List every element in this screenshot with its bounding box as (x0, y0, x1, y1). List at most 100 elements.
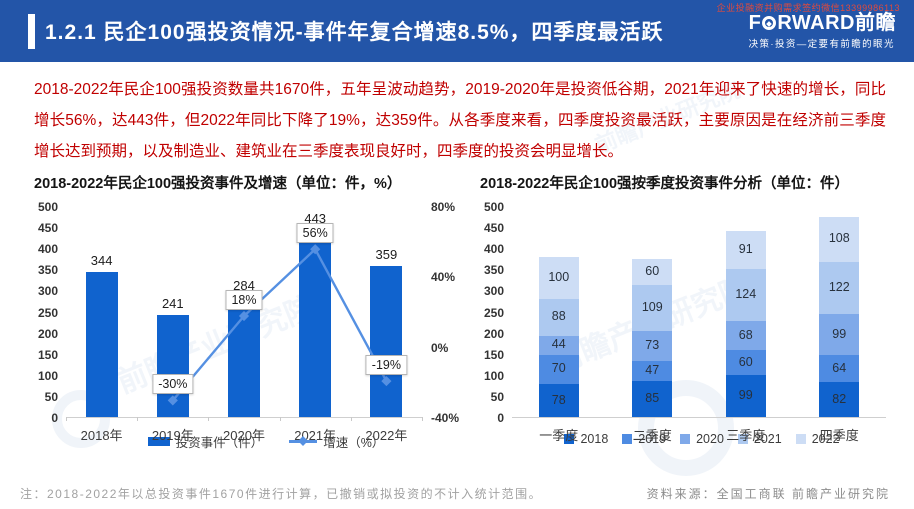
growth-value-label: 18% (225, 290, 263, 311)
segment-value-label: 99 (832, 326, 847, 341)
segment-2020-四季度: 99 (819, 313, 860, 356)
chart-legend: 投资事件（件） 增速（%） (66, 432, 466, 451)
segment-2021-二季度: 109 (632, 284, 673, 331)
segment-value-label: 100 (548, 269, 570, 284)
bar-line-plot: 500 450 400 350 300 250 200 150 100 50 0 80% 40% 0% -4… (34, 200, 466, 451)
growth-value-label: -19% (365, 355, 407, 376)
stacked-bar-plot: 500 450 400 350 300 250 200 150 100 50 0 78 70 44 88 10… (480, 200, 892, 446)
secondary-axis-tick: 0% (431, 340, 449, 355)
chart-investment-events-and-growth: 2018-2022年民企100强投资事件及增速（单位：件，%） 500 450 40… (34, 172, 466, 451)
legend-label: 2021 (753, 432, 782, 446)
legend-item-2019: 2019 (622, 432, 666, 446)
segment-value-label: 70 (551, 361, 566, 376)
segment-value-label: 44 (551, 337, 566, 352)
segment-value-label: 78 (551, 392, 566, 407)
y-axis-tick: 150 (37, 347, 58, 362)
footnote: 注：2018-2022年以总投资事件1670件进行计算，已撤销或拟投资的不计入统… (20, 487, 543, 501)
x-axis-label: 2018年 (80, 428, 123, 443)
legend-label: 2018 (580, 432, 609, 446)
y-axis-tick: 0 (51, 411, 58, 425)
segment-2018-三季度: 99 (725, 375, 766, 417)
segment-2022-三季度: 91 (725, 230, 766, 269)
axis-tick-mark (350, 417, 352, 421)
segment-value-label: 47 (645, 363, 660, 378)
header-contact-watermark: 企业投融资并购需求签约微信13399986113 (716, 3, 900, 13)
segment-2021-一季度: 88 (538, 298, 579, 336)
y-axis-tick: 150 (483, 347, 504, 362)
segment-value-label: 64 (832, 360, 847, 375)
chart-title: 2018-2022年民企100强投资事件及增速（单位：件，%） (34, 176, 402, 192)
segment-value-label: 73 (645, 337, 660, 352)
y-axis-tick: 400 (37, 242, 58, 257)
y-axis-tick: 500 (37, 200, 58, 214)
legend-item-line-series: 增速（%） (289, 432, 384, 451)
secondary-axis-tick: 40% (431, 270, 456, 285)
secondary-axis-tick: 80% (431, 200, 456, 214)
plot-area: 500 450 400 350 300 250 200 150 100 50 0 78 70 44 88 10… (484, 200, 886, 443)
segment-value-label: 88 (551, 309, 566, 324)
segment-value-label: 91 (738, 241, 753, 256)
y-axis-tick: 300 (37, 284, 58, 299)
bar-swatch (147, 437, 170, 446)
page-title: 1.2.1 民企100强投资情况-事件年复合增速8.5%，四季度最活跃 (45, 21, 664, 44)
brand-logo-wordmark: F RWARD前瞻 (749, 13, 896, 33)
segment-value-label: 60 (645, 263, 660, 278)
segment-2021-四季度: 122 (819, 262, 860, 314)
series-swatch (680, 434, 691, 444)
y-axis-tick: 200 (483, 326, 504, 341)
growth-value-label: -30% (152, 374, 194, 395)
segment-value-label: 99 (738, 388, 753, 403)
y-axis-tick: 350 (37, 263, 58, 278)
legend-item-2020: 2020 (680, 432, 724, 446)
segment-value-label: 60 (738, 354, 753, 369)
line-swatch (289, 436, 318, 447)
bar-value-label: 241 (161, 296, 184, 312)
data-source: 资料来源：全国工商联 前瞻产业研究院 (646, 487, 890, 501)
segment-2019-一季度: 70 (538, 354, 579, 385)
segment-value-label: 82 (832, 391, 847, 406)
segment-2018-一季度: 78 (538, 384, 579, 417)
chart-title: 2018-2022年民企100强按季度投资事件分析（单位：件） (480, 176, 850, 192)
segment-2022-二季度: 60 (632, 259, 673, 285)
charts-row: 2018-2022年民企100强投资事件及增速（单位：件，%） 500 450 40… (34, 172, 892, 451)
y-axis-tick: 0 (497, 411, 504, 425)
legend-item-2018: 2018 (564, 432, 608, 446)
segment-2018-四季度: 82 (819, 382, 860, 417)
axis-tick-mark (208, 417, 210, 421)
x-axis-label: 四季度 (819, 428, 859, 443)
legend-label: 2022 (811, 432, 840, 446)
y-axis-tick: 350 (483, 263, 504, 278)
segment-value-label: 124 (735, 287, 757, 302)
segment-2022-四季度: 108 (819, 216, 860, 263)
x-axis-label: 一季度 (539, 428, 579, 443)
y-axis-tick: 400 (483, 242, 504, 257)
segment-value-label: 109 (641, 299, 663, 314)
legend-label: 增速（%） (323, 436, 385, 450)
y-axis-tick: 200 (37, 326, 58, 341)
segment-value-label: 85 (645, 391, 660, 406)
header-band: 1.2.1 民企100强投资情况-事件年复合增速8.5%，四季度最活跃 企业投融… (0, 0, 914, 62)
legend-label: 投资事件（件） (175, 436, 264, 450)
segment-2019-二季度: 47 (632, 361, 673, 382)
x-axis-label: 二季度 (632, 428, 672, 443)
bar-value-label: 359 (375, 246, 398, 262)
bar-2022年 (370, 265, 403, 417)
bar-2018年 (85, 271, 118, 417)
bar-value-label: 443 (304, 211, 327, 227)
y-axis-tick: 50 (490, 389, 504, 404)
legend-item-2021: 2021 (737, 432, 782, 446)
axis-tick-mark (422, 417, 423, 421)
y-axis-tick: 300 (483, 284, 504, 299)
y-axis-tick: 250 (483, 305, 504, 320)
segment-2021-三季度: 124 (725, 268, 766, 322)
segment-value-label: 68 (738, 327, 753, 342)
axis-tick-mark (279, 417, 281, 421)
title-accent-bar (28, 14, 35, 49)
brand-tagline: 决策·投资—定要有前瞻的眼光 (748, 39, 895, 50)
y-axis-tick: 50 (44, 389, 58, 404)
summary-paragraph: 2018-2022年民企100强投资数量共1670件，五年呈波动趋势，2019-… (34, 81, 886, 160)
bar-2019年 (156, 315, 189, 417)
growth-value-label: 56% (296, 223, 334, 244)
legend-label: 2019 (638, 432, 667, 446)
segment-2020-二季度: 73 (632, 330, 673, 362)
